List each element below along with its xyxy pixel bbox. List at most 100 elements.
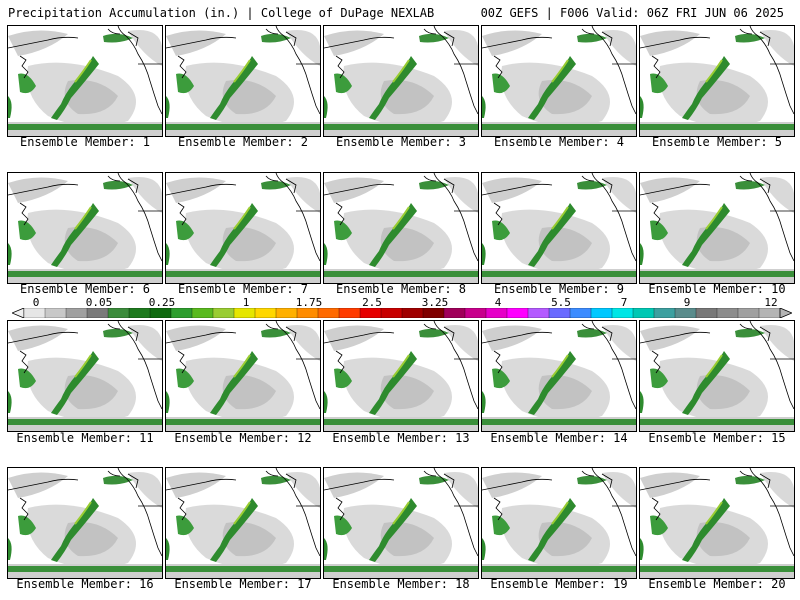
ensemble-caption-11: Ensemble Member: 11 [16,431,154,445]
coastlines [324,26,478,115]
colorbar-tick-label: 3.25 [421,296,449,309]
colorbar-segment [548,308,571,318]
colorbar-segment [128,308,151,318]
colorbar-tick-label: 7 [620,296,628,309]
colorbar-tick-label: 0 [32,296,40,309]
colorbar-segment [506,308,529,318]
ensemble-caption-12: Ensemble Member: 12 [174,431,312,445]
ensemble-caption-14: Ensemble Member: 14 [490,431,628,445]
colorbar-segment [23,308,46,318]
colorbar-segment [695,308,718,318]
ensemble-caption-20: Ensemble Member: 20 [648,577,786,591]
colorbar-segment [443,308,466,318]
colorbar-segment [149,308,172,318]
colorbar-segment [212,308,235,318]
colorbar-segment [44,308,67,318]
colorbar-tick-label: 2.5 [362,296,382,309]
coastlines [640,173,794,262]
colorbar-segment [464,308,487,318]
precip-band [482,33,636,130]
coastlines [482,468,636,557]
ensemble-caption-7: Ensemble Member: 7 [177,282,309,296]
ensemble-caption-18: Ensemble Member: 18 [332,577,470,591]
coastlines [482,321,636,410]
colorbar-tick-label: 9 [683,296,691,309]
colorbar-segment [674,308,697,318]
ensemble-caption-4: Ensemble Member: 4 [493,135,625,149]
colorbar-segment [716,308,739,318]
colorbar-tick-label: 1.75 [295,296,323,309]
colorbar-segment [737,308,760,318]
colorbar-tick-label: 0.05 [85,296,113,309]
ensemble-caption-19: Ensemble Member: 19 [490,577,628,591]
ensemble-panel-1 [7,25,163,137]
colorbar-segment [401,308,424,318]
colorbar-segment [107,308,130,318]
colorbar-segment [338,308,361,318]
coastlines [8,321,162,410]
colorbar-segment [170,308,193,318]
ensemble-caption-15: Ensemble Member: 15 [648,431,786,445]
ensemble-panel-13 [323,320,479,432]
ensemble-caption-5: Ensemble Member: 5 [651,135,783,149]
ensemble-caption-17: Ensemble Member: 17 [174,577,312,591]
ensemble-panel-11 [7,320,163,432]
precip-band [8,475,162,572]
precip-band [324,328,478,425]
coastlines [8,173,162,262]
colorbar-segment [611,308,634,318]
ensemble-caption-3: Ensemble Member: 3 [335,135,467,149]
precip-band [482,475,636,572]
ensemble-panel-12 [165,320,321,432]
coastlines [640,26,794,115]
coastlines [166,173,320,262]
ensemble-caption-8: Ensemble Member: 8 [335,282,467,296]
coastlines [482,26,636,115]
ensemble-panel-2 [165,25,321,137]
colorbar-segment [296,308,319,318]
colorbar-right-arrow [779,308,792,318]
colorbar-segment [590,308,613,318]
precip-band [166,475,320,572]
precip-band [324,33,478,130]
colorbar-segment [422,308,445,318]
header-valid-time: 00Z GEFS | F006 Valid: 06Z FRI JUN 06 20… [480,6,784,20]
coastlines [640,321,794,410]
coastlines [166,26,320,115]
ensemble-panel-3 [323,25,479,137]
ensemble-caption-13: Ensemble Member: 13 [332,431,470,445]
ensemble-panel-20 [639,467,795,579]
precip-background [640,30,794,136]
coastlines [8,26,162,115]
coastlines [166,468,320,557]
precip-background [482,30,636,136]
ensemble-panel-7 [165,172,321,284]
precip-band [640,328,794,425]
ensemble-caption-1: Ensemble Member: 1 [19,135,151,149]
colorbar-segment [632,308,655,318]
ensemble-panel-14 [481,320,637,432]
colorbar-tick-label: 12 [764,296,778,309]
ensemble-caption-16: Ensemble Member: 16 [16,577,154,591]
ensemble-panel-17 [165,467,321,579]
colorbar-segment [380,308,403,318]
coastlines [640,468,794,557]
precip-band [640,180,794,277]
ensemble-panel-15 [639,320,795,432]
colorbar-segment [653,308,676,318]
colorbar-left-arrow [12,308,25,318]
colorbar-segment [65,308,88,318]
precip-band [640,33,794,130]
ensemble-panel-10 [639,172,795,284]
colorbar-segment [569,308,592,318]
colorbar-bar [12,308,792,318]
coastlines [166,321,320,410]
precip-band [640,475,794,572]
ensemble-panel-16 [7,467,163,579]
ensemble-caption-2: Ensemble Member: 2 [177,135,309,149]
precip-band [166,180,320,277]
precip-band [324,180,478,277]
colorbar-segment [275,308,298,318]
colorbar-segment [191,308,214,318]
colorbar-tick-label: 4 [494,296,502,309]
